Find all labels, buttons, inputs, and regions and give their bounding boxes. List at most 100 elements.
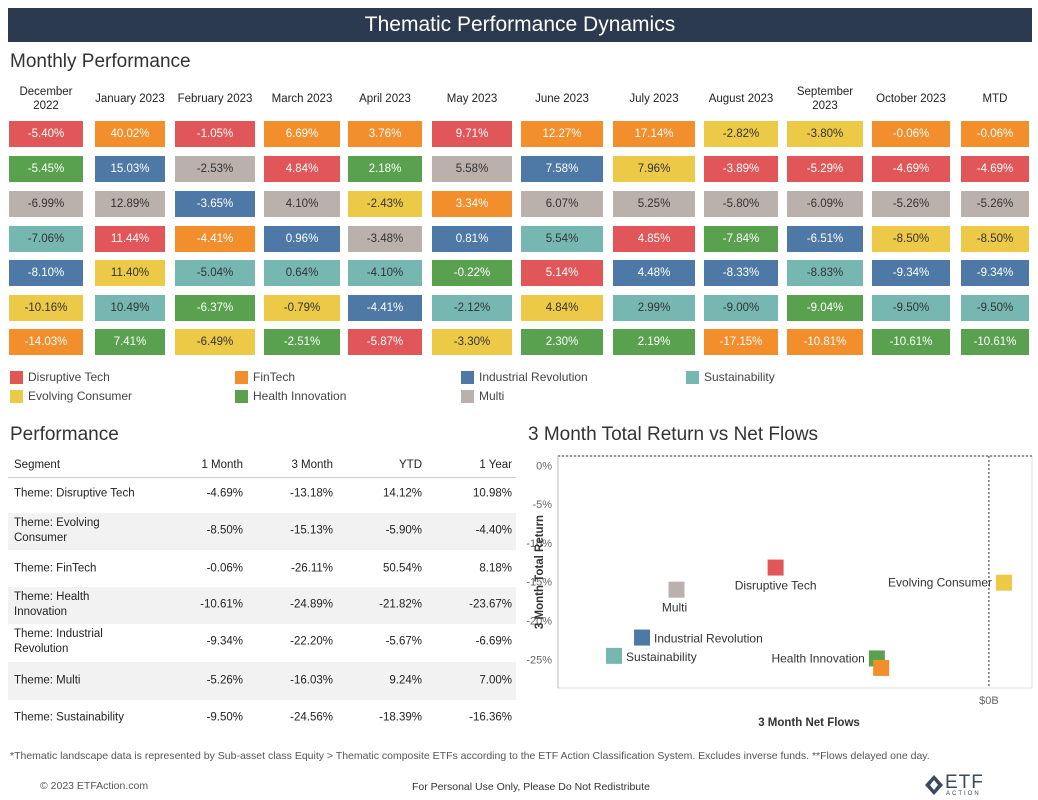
- heatmap-cell: -5.80%: [703, 190, 779, 218]
- heatmap-cell: -4.41%: [347, 294, 423, 322]
- y-tick-label: 0%: [536, 460, 552, 472]
- legend-label: Sustainability: [704, 370, 775, 384]
- heatmap-cell: -4.69%: [960, 155, 1030, 183]
- heatmap-cell: -9.34%: [871, 259, 951, 287]
- heatmap-cell: -5.87%: [347, 328, 423, 356]
- table-cell: Theme: Sustainability: [14, 711, 124, 724]
- table-cell: -4.40%: [475, 524, 512, 537]
- legend-swatch: [686, 371, 699, 384]
- logo-icon: [925, 775, 943, 795]
- logo: ETF: [945, 772, 984, 793]
- heatmap-cell: 12.27%: [520, 120, 604, 148]
- header-title: Thematic Performance Dynamics: [8, 8, 1032, 42]
- table-cell: -24.56%: [290, 711, 333, 724]
- heatmap-cell: 2.18%: [347, 155, 423, 183]
- heatmap-cell: -5.26%: [871, 190, 951, 218]
- heatmap-cell: -5.26%: [960, 190, 1030, 218]
- scatter-point: [634, 629, 651, 646]
- scatter-point: [873, 659, 890, 676]
- table-cell: -8.50%: [206, 524, 243, 537]
- heatmap-cell: -17.15%: [703, 328, 779, 356]
- legend-swatch: [10, 390, 23, 403]
- heatmap-cell: -6.51%: [786, 225, 864, 253]
- heatmap-cell: -3.65%: [174, 190, 256, 218]
- y-tick-label: -10%: [526, 538, 552, 550]
- heatmap-cell: 0.64%: [263, 259, 341, 287]
- y-axis-label: 3 Month Total Return: [534, 515, 546, 629]
- table-cell: -22.20%: [290, 635, 333, 648]
- legend-swatch: [235, 390, 248, 403]
- table-cell: 9.24%: [389, 674, 422, 687]
- table-cell: -5.26%: [206, 674, 243, 687]
- heatmap-cell: 6.07%: [520, 190, 604, 218]
- point-label: Industrial Revolution: [654, 632, 763, 646]
- scatter-point: [767, 559, 784, 576]
- legend-swatch: [10, 371, 23, 384]
- heatmap-cell: 11.40%: [94, 259, 166, 287]
- table-row-bg: [8, 512, 516, 550]
- legend-swatch: [235, 371, 248, 384]
- table-cell: Theme: Multi: [14, 674, 81, 687]
- heatmap-cell: 5.25%: [612, 190, 696, 218]
- heatmap-cell: 11.44%: [94, 225, 166, 253]
- legend-label: Evolving Consumer: [28, 389, 133, 403]
- heatmap-cell: 5.14%: [520, 259, 604, 287]
- month-header: December 2022: [19, 86, 73, 112]
- table-cell: 8.18%: [479, 562, 512, 575]
- section-title: Performance: [10, 424, 119, 445]
- table-cell: 14.12%: [382, 487, 422, 500]
- heatmap-cell: 12.89%: [94, 190, 166, 218]
- heatmap-cell: 2.99%: [612, 294, 696, 322]
- table-row-bg: [8, 587, 516, 624]
- month-header: April 2023: [359, 93, 411, 105]
- heatmap-cell: -5.40%: [8, 120, 84, 148]
- heatmap-cell: -9.50%: [960, 294, 1030, 322]
- copyright: © 2023 ETFAction.com: [40, 780, 149, 792]
- y-tick-label: -20%: [526, 615, 552, 627]
- legend-swatch: [461, 371, 474, 384]
- point-label: Multi: [662, 601, 687, 615]
- table-cell: -6.69%: [475, 635, 512, 648]
- table-cell: -4.69%: [206, 487, 243, 500]
- heatmap-cell: -8.83%: [786, 259, 864, 287]
- heatmap-cell: 9.71%: [431, 120, 513, 148]
- heatmap-cell: -0.06%: [871, 120, 951, 148]
- table-header: YTD: [399, 459, 422, 471]
- chart-title: 3 Month Total Return vs Net Flows: [528, 424, 819, 445]
- heatmap-cell: -5.04%: [174, 259, 256, 287]
- heatmap-cell: -6.99%: [8, 190, 84, 218]
- point-label: Health Innovation: [771, 651, 864, 665]
- table-row-bg: [8, 661, 516, 700]
- heatmap-cell: -4.10%: [347, 259, 423, 287]
- heatmap-cell: -3.30%: [431, 328, 513, 356]
- heatmap-cell: -0.22%: [431, 259, 513, 287]
- disclaimer: For Personal Use Only, Please Do Not Red…: [412, 781, 650, 793]
- scatter-point: [995, 574, 1012, 591]
- month-header: July 2023: [629, 93, 679, 105]
- table-cell: -21.82%: [379, 598, 422, 611]
- y-tick-label: -25%: [526, 654, 552, 666]
- heatmap-cell: 7.58%: [520, 155, 604, 183]
- scatter-point: [668, 581, 685, 598]
- heatmap-cell: -6.09%: [786, 190, 864, 218]
- month-header: October 2023: [876, 93, 946, 105]
- month-header: February 2023: [177, 93, 253, 105]
- heatmap-cell: -9.34%: [960, 259, 1030, 287]
- heatmap-cell: -10.81%: [786, 328, 864, 356]
- legend-label: Industrial Revolution: [479, 370, 588, 384]
- table-header: 1 Year: [479, 459, 512, 471]
- heatmap-cell: -4.69%: [871, 155, 951, 183]
- month-header: March 2023: [271, 93, 333, 105]
- heatmap-cell: 40.02%: [94, 120, 166, 148]
- heatmap-cell: -3.89%: [703, 155, 779, 183]
- table-cell: Theme: Industrial Revolution: [14, 628, 103, 655]
- table-cell: -16.36%: [469, 711, 512, 724]
- table-cell: 50.54%: [382, 562, 422, 575]
- scatter-point: [606, 647, 623, 664]
- heatmap-cell: 5.54%: [520, 225, 604, 253]
- heatmap-cell: -7.84%: [703, 225, 779, 253]
- legend-label: Health Innovation: [253, 389, 347, 403]
- month-header: May 2023: [446, 93, 498, 105]
- heatmap-cell: -8.33%: [703, 259, 779, 287]
- month-header: January 2023: [95, 93, 165, 105]
